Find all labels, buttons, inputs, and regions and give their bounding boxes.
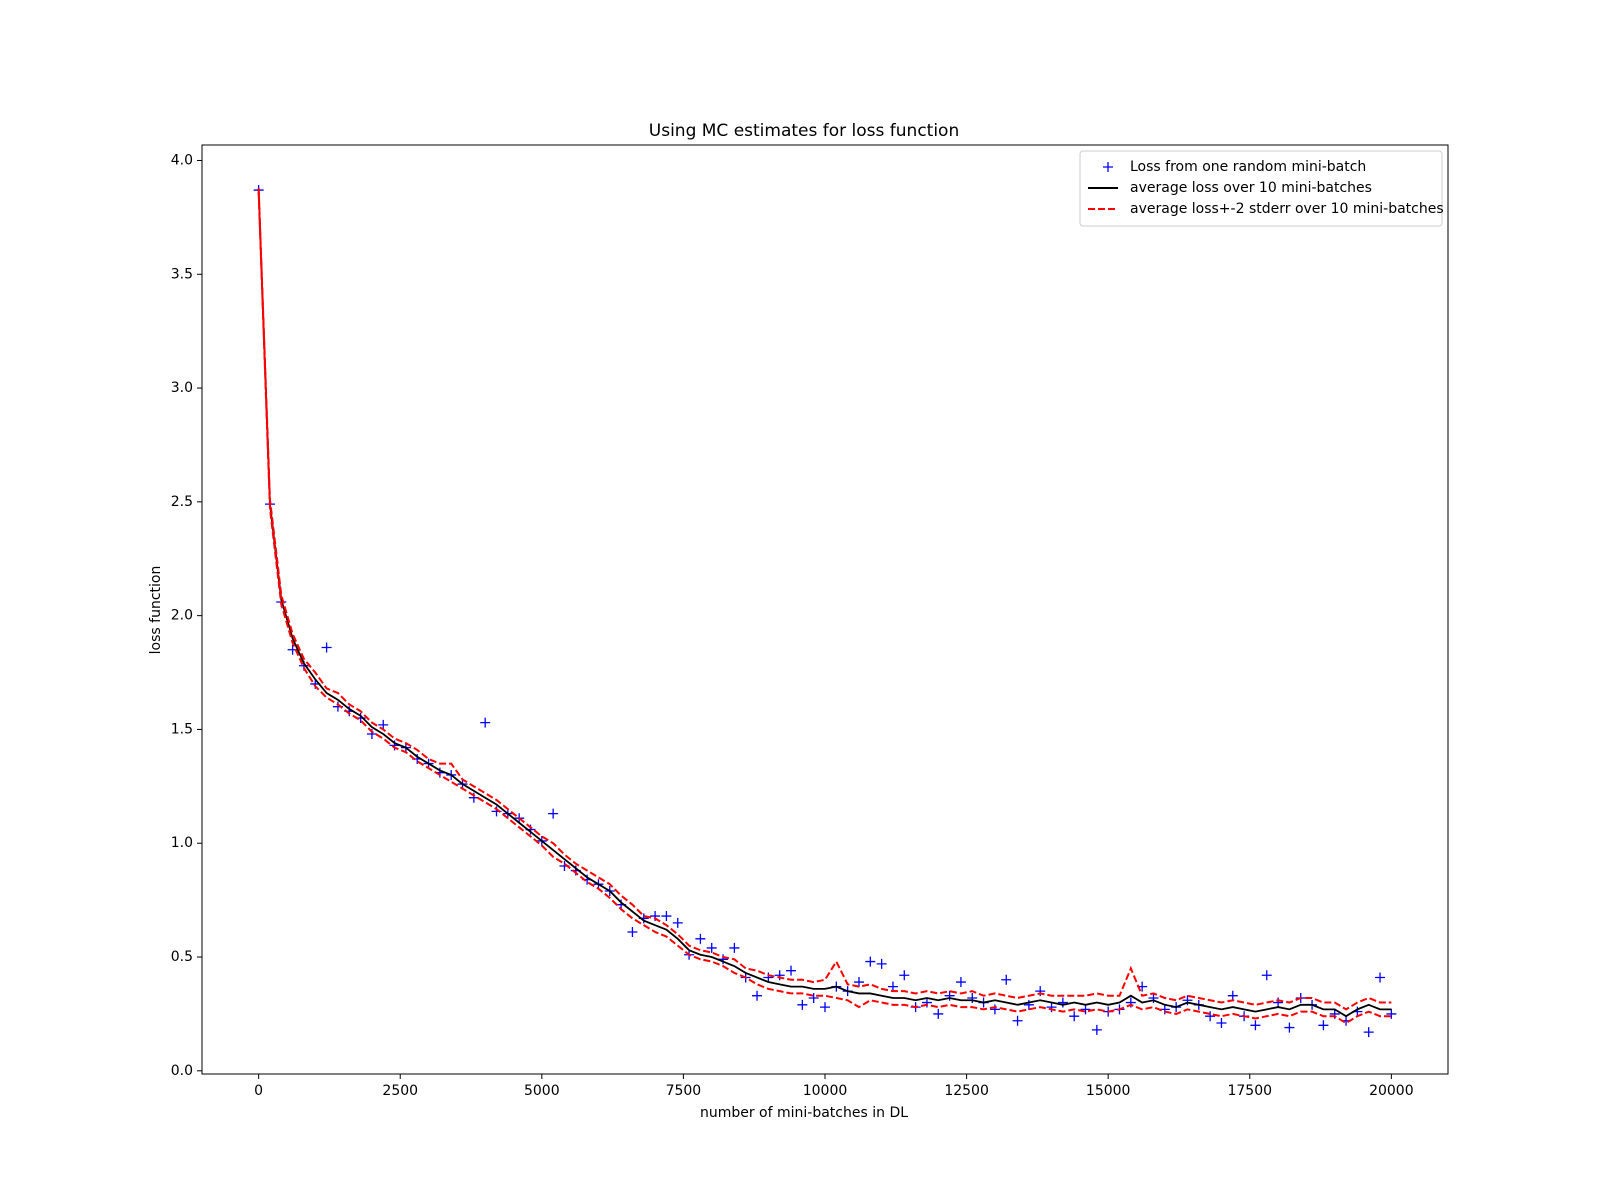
point (1205, 1011, 1216, 1022)
y-axis-label: loss function (148, 566, 164, 655)
point (752, 990, 763, 1001)
point (808, 992, 819, 1003)
point (1035, 986, 1046, 997)
x-tick-label: 5000 (524, 1083, 560, 1099)
point (1023, 999, 1034, 1010)
point (774, 970, 785, 981)
point (1091, 1024, 1102, 1035)
point (921, 997, 932, 1008)
point (1261, 970, 1272, 981)
point (321, 642, 332, 653)
legend-box (1079, 150, 1443, 227)
point (887, 981, 898, 992)
dashed-line (257, 192, 1392, 1025)
point (1363, 1027, 1374, 1038)
point (865, 956, 876, 967)
axes-frame (201, 144, 1449, 1075)
point (1375, 972, 1386, 983)
point (1182, 995, 1193, 1006)
legend-label: average loss+-2 stderr over 10 mini-batc… (1130, 201, 1444, 217)
point (1227, 990, 1238, 1001)
x-tick-label: 0 (254, 1083, 263, 1099)
point (944, 990, 955, 1001)
legend-marker (1103, 162, 1113, 172)
y-tick-label: 2.5 (171, 494, 193, 510)
line (257, 190, 1392, 1018)
point (1080, 1004, 1091, 1015)
y-tick-label: 3.5 (171, 266, 193, 282)
point (1250, 1020, 1261, 1031)
point (967, 992, 978, 1003)
plot-area (253, 185, 1397, 1038)
point (1273, 997, 1284, 1008)
point (706, 942, 717, 953)
x-tick-label: 10000 (803, 1083, 848, 1099)
point (672, 917, 683, 928)
point (1216, 1018, 1227, 1029)
y-tick-label: 0.0 (171, 1063, 193, 1079)
point (1069, 1011, 1080, 1022)
point (1284, 1022, 1295, 1033)
x-axis-label: number of mini-batches in DL (700, 1105, 908, 1121)
point (1057, 997, 1068, 1008)
y-tick-label: 3.0 (171, 380, 193, 396)
chart-title: Using MC estimates for loss function (649, 121, 959, 141)
x-tick-label: 17500 (1227, 1083, 1272, 1099)
point (1329, 1008, 1340, 1019)
x-tick-label: 12500 (944, 1083, 989, 1099)
point (786, 965, 797, 976)
point (729, 942, 740, 953)
legend-label: average loss over 10 mini-batches (1130, 180, 1372, 196)
point (820, 1002, 830, 1013)
dashed-line (257, 187, 1392, 1011)
point (1012, 1015, 1023, 1026)
point (876, 958, 887, 969)
y-tick-label: 1.0 (171, 835, 193, 851)
y-tick-label: 0.5 (171, 949, 193, 965)
point (661, 911, 672, 922)
point (627, 926, 638, 937)
point (1386, 1008, 1397, 1019)
y-tick-label: 4.0 (171, 152, 193, 168)
point (1046, 1002, 1057, 1013)
x-tick-label: 15000 (1086, 1083, 1131, 1099)
point (1318, 1020, 1329, 1031)
y-tick-label: 2.0 (171, 608, 193, 624)
point (378, 719, 389, 730)
point (955, 977, 966, 988)
point (695, 933, 706, 944)
point (548, 808, 559, 819)
x-tick-label: 2500 (382, 1083, 418, 1099)
point (899, 970, 910, 981)
point (1001, 974, 1012, 985)
point (933, 1008, 944, 1019)
point (989, 1004, 1000, 1015)
point (1148, 992, 1159, 1003)
point (853, 977, 864, 988)
x-tick-label: 7500 (666, 1083, 702, 1099)
x-tick-label: 20000 (1369, 1083, 1414, 1099)
point (480, 717, 491, 728)
point (797, 999, 808, 1010)
legend-label: Loss from one random mini-batch (1130, 159, 1366, 175)
y-tick-label: 1.5 (171, 721, 193, 737)
